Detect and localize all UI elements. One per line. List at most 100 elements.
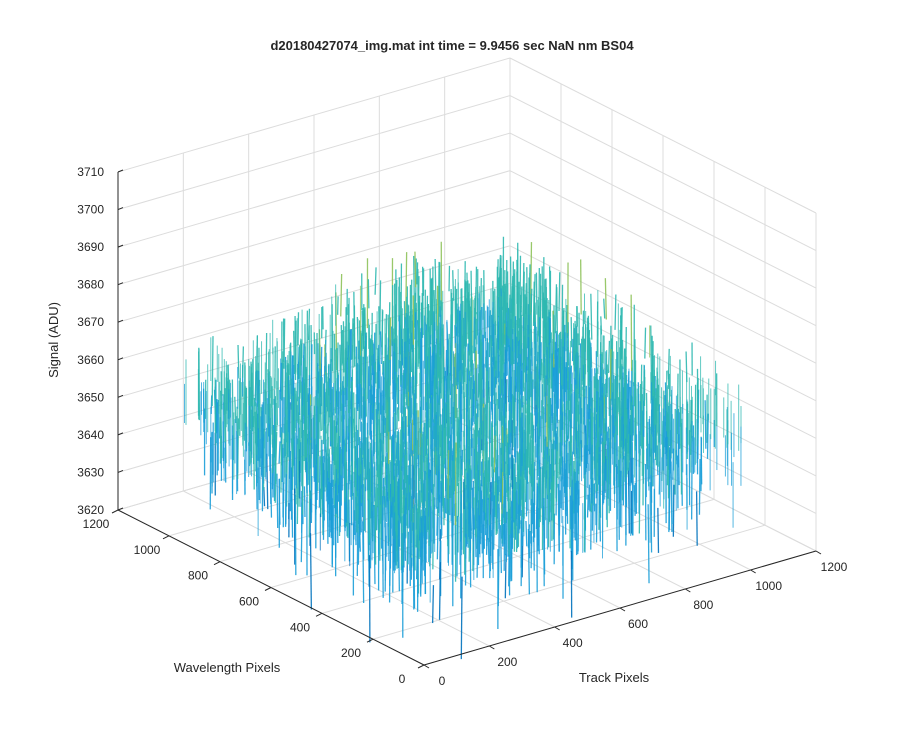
surface-spike (285, 474, 287, 525)
surface-spike (481, 499, 484, 550)
z-tick-mark (117, 432, 124, 436)
surface-spike (339, 474, 342, 526)
surface-spike (336, 342, 339, 379)
surface-spike (436, 506, 439, 536)
surface-spike (436, 517, 439, 560)
z-tick-mark (117, 319, 124, 323)
surface-spike (224, 441, 227, 483)
z-tick-mark (117, 357, 124, 361)
surface-spike (375, 461, 378, 531)
surface-spike (322, 470, 325, 540)
y-tick-label: 1200 (83, 517, 110, 531)
z-tick-label: 3650 (77, 390, 104, 404)
surface-spike (603, 298, 606, 319)
surface-spike (604, 278, 607, 320)
surface-spike (706, 413, 709, 459)
surface-spike (421, 266, 424, 336)
surface-spike (356, 503, 359, 576)
surface-spike (704, 400, 707, 449)
grid-line (509, 245, 817, 402)
surface-spike (413, 255, 416, 328)
surface-spike (647, 504, 650, 584)
x-tick-mark (685, 588, 691, 593)
surface-spike (367, 366, 370, 435)
surface-spike (508, 294, 511, 339)
surface-spike (330, 488, 333, 537)
surface-spike (509, 256, 512, 314)
y-tick-label: 1000 (134, 543, 161, 557)
surface-spike (517, 281, 520, 329)
x-axis-label: Track Pixels (579, 670, 650, 685)
surface-spike (290, 438, 294, 471)
surface-spike (379, 331, 382, 365)
surface-spike (524, 387, 527, 414)
surface-spike (609, 349, 612, 416)
z-tick-mark (117, 469, 124, 473)
surface-spike (525, 520, 528, 547)
surface-spike (532, 502, 535, 571)
surface-spike (373, 505, 376, 585)
surface-spike (583, 466, 586, 552)
surface-spike (362, 484, 365, 560)
x-tick-mark (554, 626, 560, 631)
y-tick-mark (162, 535, 170, 540)
grid-line (509, 57, 817, 214)
surface-spike (505, 511, 508, 562)
surface-spike (657, 507, 660, 553)
surface-spike (499, 525, 502, 574)
grid-line (509, 132, 817, 289)
surface-spike (396, 407, 399, 430)
surface-spike (460, 576, 463, 660)
z-axis-label: Signal (ADU) (46, 302, 61, 378)
surface-spike (487, 537, 490, 564)
z-tick-label: 3620 (77, 503, 104, 517)
x-tick-mark (815, 550, 822, 555)
surface-spike (600, 316, 603, 335)
surface-spike (234, 396, 237, 424)
surface-spike (263, 487, 266, 507)
surface-spike (241, 346, 245, 378)
surface-spike (424, 515, 427, 563)
surface-spike (290, 467, 294, 538)
surface-spike (577, 489, 580, 555)
surface-spike (416, 534, 419, 580)
x-tick-label: 1000 (755, 579, 782, 593)
surface-spike (296, 438, 299, 524)
surface-spike (252, 397, 256, 465)
grid-line (117, 320, 511, 436)
surface-spike (435, 299, 438, 344)
surface-spike (271, 429, 275, 474)
surface-spike (276, 473, 279, 528)
surface-spike (561, 284, 564, 366)
surface-spike (374, 487, 377, 565)
surface-spike (428, 310, 431, 395)
surface-spike (619, 320, 622, 379)
surface-spike (530, 288, 533, 313)
surface-spike (489, 522, 491, 579)
surface-spike (520, 510, 523, 587)
surface-spike (586, 494, 589, 518)
surface-spike (431, 585, 435, 624)
z-tick-mark (117, 507, 124, 511)
surface-spike (400, 490, 403, 571)
surface-spike (449, 372, 452, 396)
surface-spike (621, 339, 624, 370)
surface-spike (418, 516, 422, 541)
surface-spike (413, 504, 416, 571)
surface-spike (644, 327, 647, 359)
surface-spike (447, 478, 450, 511)
surface-spike (535, 272, 538, 315)
surface-spike (257, 427, 260, 500)
z-tick-mark (117, 244, 124, 248)
surface-spike (698, 459, 701, 515)
y-tick-label: 800 (188, 569, 208, 583)
surface-spike (303, 486, 306, 518)
z-tick-label: 3670 (77, 315, 104, 329)
surface-spike (670, 461, 673, 533)
x-tick-mark (489, 645, 495, 650)
x-tick-label: 0 (439, 674, 446, 688)
grid-line (117, 95, 511, 211)
grid-line (372, 524, 766, 640)
surface-spike (429, 278, 432, 345)
